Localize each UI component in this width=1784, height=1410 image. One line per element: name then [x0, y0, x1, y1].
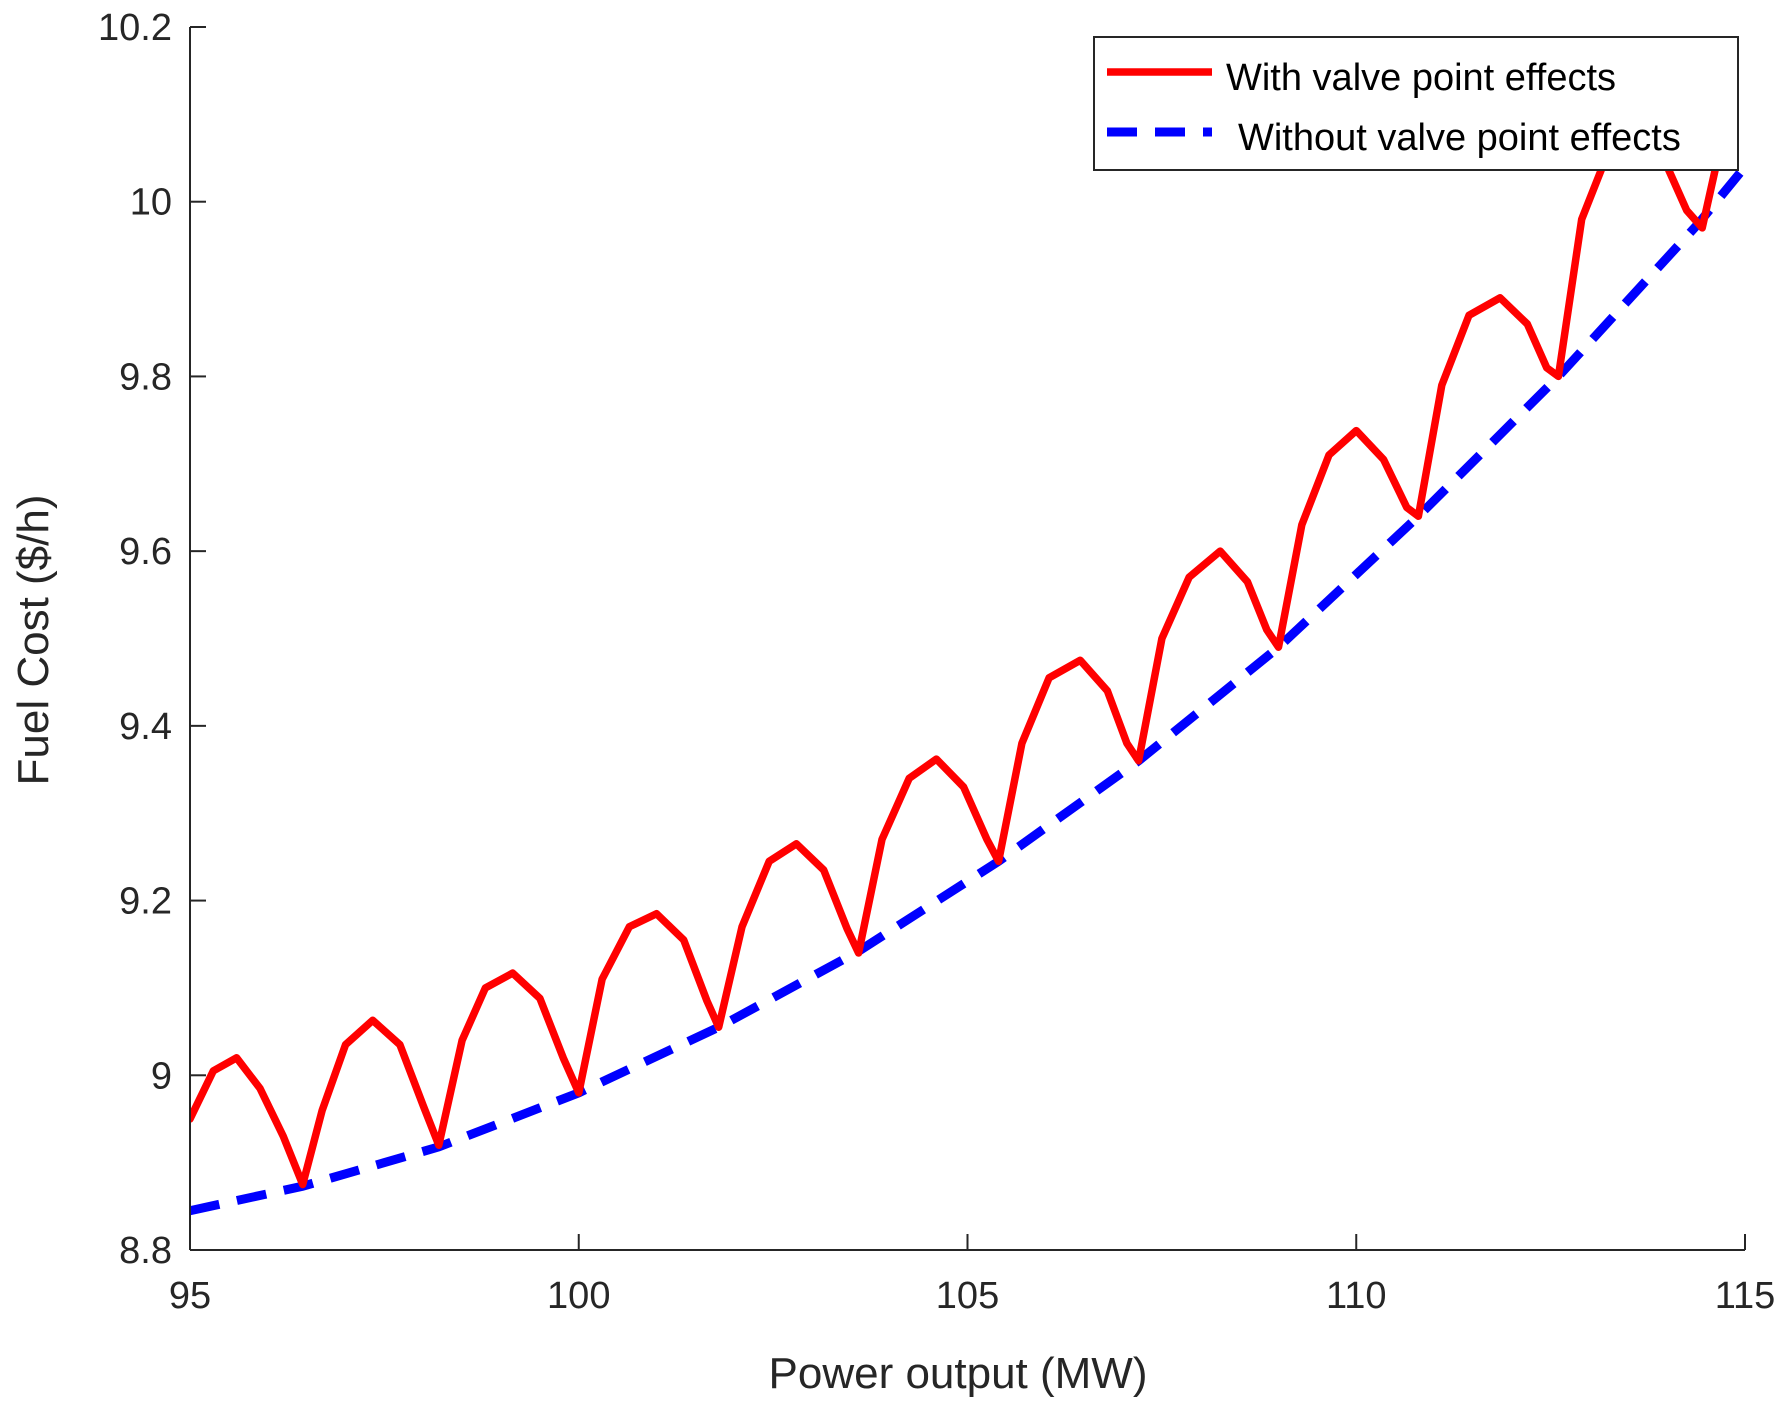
x-axis-label: Power output (MW) [769, 1349, 1148, 1398]
y-axis-label: Fuel Cost ($/h) [9, 495, 58, 786]
y-tick-label: 8.8 [119, 1230, 172, 1272]
y-tick-label: 9.4 [119, 706, 172, 748]
legend-label-with-valve-point-effects: With valve point effects [1226, 57, 1616, 99]
x-tick-label: 115 [1715, 1275, 1776, 1317]
y-tick-label: 10.2 [98, 7, 172, 49]
series-line-with-valve-point-effects [190, 119, 1722, 1189]
x-ticks: 95 100 105 110 115 [169, 1234, 1775, 1317]
x-tick-label: 105 [936, 1275, 999, 1317]
axes: 95 100 105 110 115 8.8 9 9.2 9.4 9.6 9.8 10 10.2 [98, 7, 1775, 1317]
legend-label-without-valve-point-effects: Without valve point effects [1238, 117, 1681, 159]
legend: With valve point effects Without valve p… [1093, 36, 1739, 171]
plot-area [190, 119, 1745, 1216]
y-tick-label: 9.2 [119, 881, 172, 923]
y-tick-label: 9.6 [119, 531, 172, 573]
y-tick-label: 9.8 [119, 356, 172, 398]
x-tick-label: 100 [547, 1275, 610, 1317]
y-tick-label: 10 [130, 182, 172, 224]
y-ticks: 8.8 9 9.2 9.4 9.6 9.8 10 10.2 [98, 7, 206, 1272]
x-tick-label: 95 [169, 1275, 211, 1317]
x-tick-label: 110 [1326, 1275, 1387, 1317]
legend-box [1093, 36, 1739, 171]
y-tick-label: 9 [151, 1055, 172, 1097]
